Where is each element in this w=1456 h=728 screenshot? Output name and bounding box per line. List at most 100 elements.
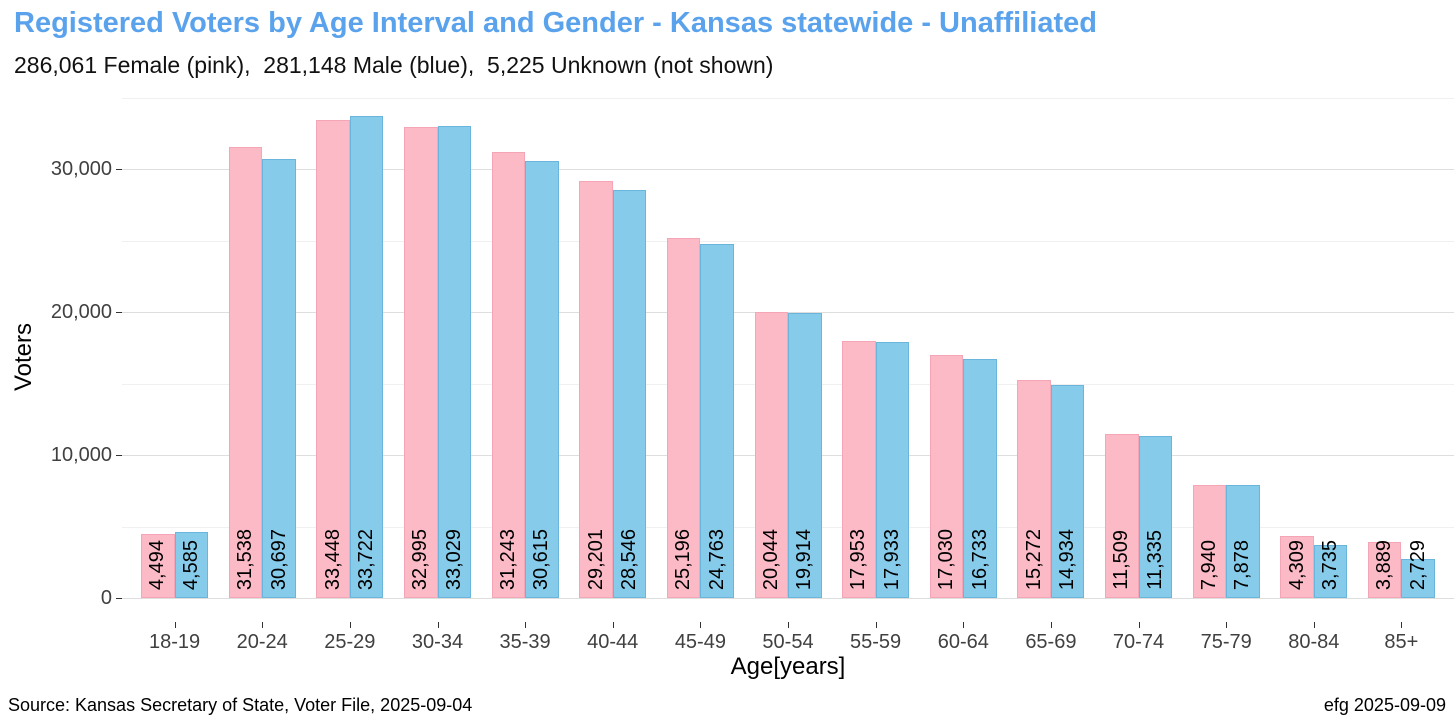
- bar-female: [929, 354, 964, 598]
- x-tick-mark: [437, 622, 439, 628]
- bar-male: [612, 190, 647, 598]
- credit-note: efg 2025-09-09: [1323, 695, 1446, 715]
- bar-value-label: 33,722: [355, 528, 378, 590]
- x-tick-label: 40-44: [587, 631, 639, 653]
- bar-value-label: 11,335: [1143, 530, 1166, 590]
- bar-female: [1017, 379, 1051, 598]
- y-tick-mark: [116, 597, 122, 599]
- bar-value-label: 16,733: [968, 528, 991, 590]
- bar-value-label: 29,201: [584, 528, 607, 590]
- chart-subtitle: 286,061 Female (pink), 281,148 Male (blu…: [14, 52, 774, 78]
- x-tick-mark: [875, 622, 877, 628]
- x-tick-mark: [349, 622, 351, 628]
- x-tick-label: 55-59: [850, 631, 902, 653]
- bar-value-label: 14,934: [1056, 528, 1079, 590]
- bar-male: [174, 532, 209, 598]
- x-tick-mark: [174, 622, 176, 628]
- x-tick-label: 30-34: [411, 631, 464, 653]
- bar-value-label: 4,309: [1285, 539, 1308, 590]
- x-tick-label: 35-39: [499, 631, 551, 653]
- x-tick-mark: [262, 622, 264, 628]
- x-tick-mark: [1138, 622, 1140, 628]
- x-tick-label: 85+: [1384, 631, 1419, 653]
- bar-male: [1050, 384, 1085, 598]
- plot-panel: 4,494 4,585 31,538 30,697 33,448 33,722 32,995…: [122, 92, 1454, 622]
- bar-value-label: 20,044: [759, 528, 782, 590]
- bar-female: [754, 311, 788, 598]
- bar-male: [437, 126, 471, 598]
- bar-female: [316, 120, 350, 598]
- bar-male: [1226, 485, 1260, 598]
- x-tick-label: 60-64: [937, 631, 989, 653]
- bar-male: [349, 116, 384, 598]
- bar-female: [1105, 433, 1139, 598]
- bar-value-label: 30,615: [530, 528, 553, 590]
- x-tick-label: 80-84: [1288, 631, 1340, 653]
- x-tick-mark: [1226, 622, 1228, 628]
- bar-female: [1367, 542, 1402, 598]
- bar-male: [1138, 436, 1172, 598]
- bar-value-label: 11,509: [1110, 530, 1133, 590]
- y-tick-label: 30,000: [50, 158, 112, 181]
- bar-value-label: 25,196: [672, 528, 695, 590]
- x-tick-mark: [1050, 622, 1052, 628]
- bar-female: [491, 151, 526, 598]
- bar-value-label: 30,697: [267, 528, 290, 590]
- bar-female: [228, 147, 263, 598]
- x-tick-mark: [700, 622, 702, 628]
- x-tick-label: 25-29: [324, 631, 376, 653]
- x-tick-mark: [1313, 622, 1315, 628]
- x-tick-label: 75-79: [1200, 631, 1252, 653]
- bar-value-label: 33,029: [442, 528, 465, 590]
- bar-male: [1313, 544, 1348, 598]
- bar-value-label: 3,735: [1319, 539, 1341, 590]
- bar-value-label: 17,933: [880, 528, 903, 590]
- bar-female: [1280, 536, 1314, 598]
- bar-value-label: 17,030: [935, 528, 957, 590]
- bar-value-label: 33,448: [321, 528, 344, 590]
- x-tick-label: 18-19: [149, 631, 201, 653]
- bar-value-label: 24,763: [705, 528, 728, 590]
- bar-value-label: 31,538: [234, 528, 256, 590]
- bar-value-label: 7,878: [1231, 539, 1254, 590]
- y-tick-label: 10,000: [50, 444, 112, 466]
- x-axis-title: Age[years]: [730, 653, 846, 680]
- gridline-major: [122, 169, 1454, 171]
- x-tick-mark: [612, 622, 614, 628]
- y-axis-title: Voters: [10, 322, 37, 392]
- y-tick-mark: [116, 312, 122, 314]
- x-tick-label: 20-24: [236, 631, 288, 653]
- bar-value-label: 28,546: [618, 528, 640, 590]
- bar-value-label: 7,940: [1197, 539, 1220, 590]
- source-note: Source: Kansas Secretary of State, Voter…: [8, 695, 473, 715]
- gridline-major: [122, 312, 1454, 314]
- gridline-minor: [122, 97, 1454, 99]
- bar-value-label: 19,914: [793, 528, 816, 590]
- bar-female: [842, 341, 876, 598]
- x-tick-mark: [1401, 622, 1403, 628]
- x-tick-label: 65-69: [1025, 631, 1077, 653]
- bar-male: [262, 159, 296, 598]
- bar-value-label: 4,494: [146, 539, 169, 590]
- x-tick-mark: [963, 622, 965, 628]
- bar-value-label: 3,889: [1373, 539, 1396, 590]
- bar-male: [788, 313, 822, 598]
- bar-value-label: 2,729: [1406, 539, 1429, 590]
- bar-value-label: 4,585: [179, 539, 202, 590]
- gridline-minor: [122, 240, 1454, 242]
- x-tick-mark: [788, 622, 789, 628]
- x-tick-label: 45-49: [674, 631, 726, 653]
- bar-male: [963, 358, 997, 598]
- bar-male: [525, 160, 559, 598]
- bar-male: [700, 244, 734, 598]
- bar-female: [579, 180, 613, 598]
- y-tick-label: 0: [100, 586, 112, 609]
- y-tick-mark: [116, 455, 122, 456]
- bar-value-label: 17,953: [847, 528, 870, 590]
- bar-female: [1192, 484, 1227, 598]
- bar-value-label: 15,272: [1022, 528, 1045, 590]
- bar-female: [666, 237, 701, 598]
- bar-value-label: 32,995: [409, 528, 432, 590]
- x-tick-label: 70-74: [1112, 631, 1165, 653]
